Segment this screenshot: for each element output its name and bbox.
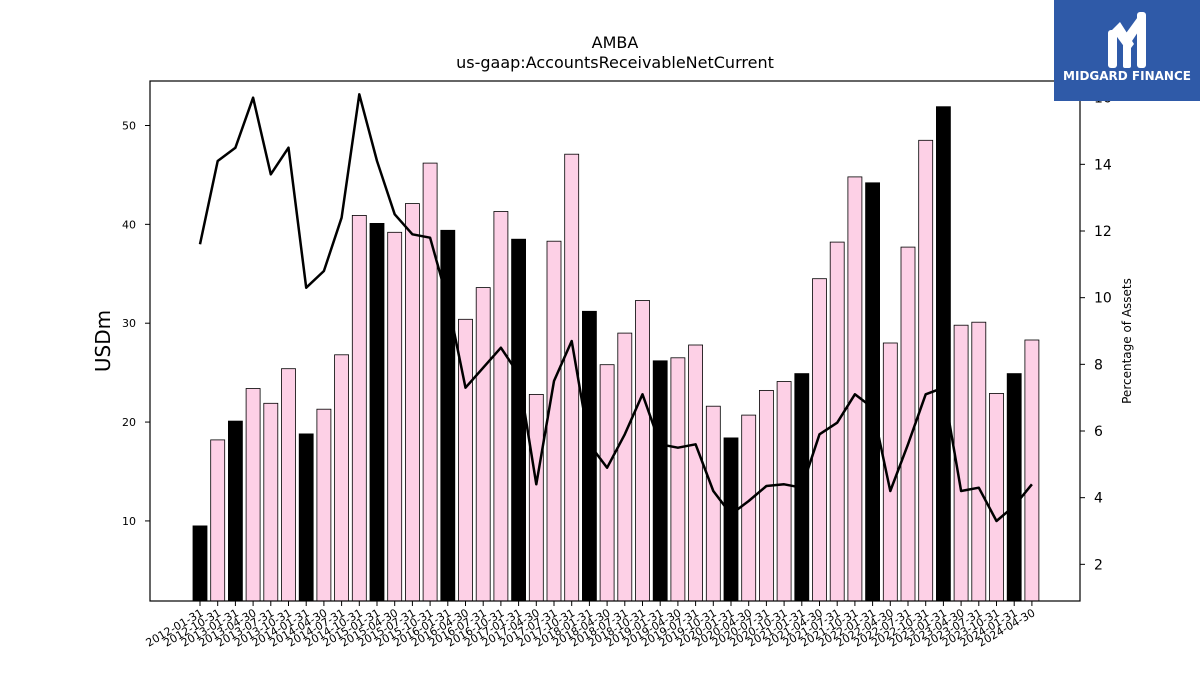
y2-tick-label: 10	[1094, 291, 1112, 307]
bar	[404, 203, 420, 602]
bar	[511, 238, 527, 602]
x-axis-ticks: 2012-01-312012-10-312013-01-312013-04-30…	[144, 601, 1037, 650]
y-tick-label: 10	[122, 515, 136, 528]
bar	[900, 246, 916, 602]
y2-tick-label: 8	[1094, 357, 1103, 373]
y-tick-label: 40	[122, 218, 136, 231]
bar	[210, 439, 226, 602]
bar	[422, 162, 438, 602]
percentage-line	[198, 93, 1033, 523]
bar	[936, 106, 951, 602]
logo-mark-icon	[1108, 12, 1146, 68]
bar	[582, 310, 597, 602]
y2-axis-label: Percentage of Assets	[1120, 278, 1134, 404]
logo-text: MIDGARD FINANCE	[1063, 69, 1191, 83]
bar	[705, 405, 721, 602]
bar	[263, 402, 279, 602]
y2-tick-label: 12	[1094, 224, 1112, 240]
left-axis-ticks: 10 20 30 40 50	[122, 119, 150, 528]
y2-tick-label: 2	[1094, 557, 1103, 573]
bar	[741, 414, 757, 602]
bar	[1024, 339, 1040, 602]
y2-tick-label: 14	[1094, 157, 1112, 173]
bar	[865, 182, 880, 602]
bar	[334, 354, 350, 602]
y-tick-label: 20	[122, 416, 136, 429]
chart-title: AMBA	[592, 33, 639, 52]
y-tick-label: 30	[122, 317, 136, 330]
bar	[776, 381, 792, 602]
bar	[316, 408, 332, 602]
bar	[847, 176, 863, 602]
bar	[1006, 373, 1022, 602]
bar	[351, 214, 367, 602]
bar	[617, 332, 633, 602]
bar	[528, 393, 544, 602]
bar	[670, 357, 686, 602]
midgard-finance-logo: MIDGARD FINANCE	[1054, 0, 1200, 101]
bar	[971, 321, 987, 602]
bar	[192, 525, 208, 602]
y2-tick-label: 6	[1094, 424, 1103, 440]
y2-tick-label: 4	[1094, 491, 1103, 507]
bar	[812, 278, 827, 602]
plot-frame	[149, 80, 1081, 602]
bar	[475, 287, 491, 602]
bar	[298, 433, 314, 602]
line-series	[198, 93, 1033, 523]
bar	[652, 360, 668, 602]
bar	[759, 389, 774, 602]
bar	[281, 368, 296, 602]
bar	[635, 300, 650, 602]
y-tick-label: 50	[122, 119, 136, 132]
bar	[918, 139, 934, 602]
bar-series	[192, 106, 1040, 602]
bar	[387, 231, 403, 602]
bar	[564, 153, 580, 602]
bar	[723, 437, 739, 602]
bar	[245, 388, 261, 602]
right-axis-ticks: 246810121416	[1080, 91, 1112, 573]
bar	[546, 240, 562, 602]
y-axis-label: USDm	[91, 310, 115, 372]
chart-subtitle: us-gaap:AccountsReceivableNetCurrent	[456, 53, 774, 72]
bar	[493, 211, 509, 602]
bar	[989, 392, 1004, 602]
bar	[688, 344, 703, 602]
bar	[599, 364, 615, 602]
bar	[227, 420, 243, 602]
bar	[369, 222, 385, 602]
